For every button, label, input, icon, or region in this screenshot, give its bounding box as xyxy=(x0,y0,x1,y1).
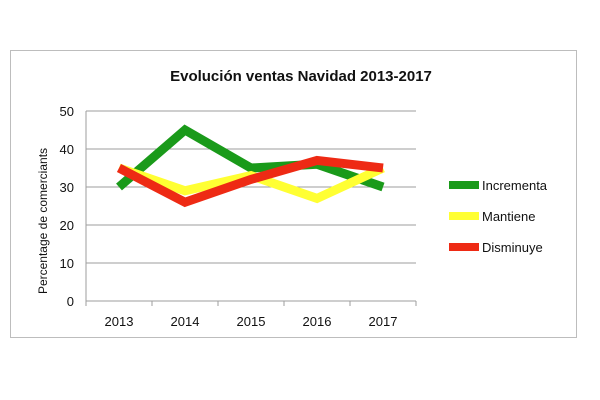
y-tick-label: 10 xyxy=(60,256,74,271)
y-tick-label: 0 xyxy=(67,294,74,309)
y-tick-label: 40 xyxy=(60,142,74,157)
grid xyxy=(85,110,417,306)
legend-label-incrementa: Incrementa xyxy=(482,178,548,193)
line-chart: Evolución ventas Navidad 2013-2017 Perce… xyxy=(36,68,548,329)
legend-label-disminuye: Disminuye xyxy=(482,240,543,255)
x-tick-label: 2017 xyxy=(369,314,398,329)
chart-title: Evolución ventas Navidad 2013-2017 xyxy=(170,68,432,85)
y-tick-label: 50 xyxy=(60,104,74,119)
chart-frame: Evolución ventas Navidad 2013-2017 Perce… xyxy=(10,50,577,338)
x-tick-label: 2016 xyxy=(303,314,332,329)
legend: Incrementa Mantiene Disminuye xyxy=(449,178,548,255)
y-axis-label: Percentage de comerciants xyxy=(36,148,50,294)
series-line-disminuye xyxy=(116,155,384,208)
x-tick-label: 2015 xyxy=(237,314,266,329)
y-axis-ticks: 0 10 20 30 40 50 xyxy=(60,104,74,309)
series-lines xyxy=(116,124,385,208)
y-tick-label: 20 xyxy=(60,218,74,233)
x-tick-label: 2013 xyxy=(105,314,134,329)
legend-label-mantiene: Mantiene xyxy=(482,209,535,224)
series-line-incrementa xyxy=(116,124,385,192)
x-tick-label: 2014 xyxy=(171,314,200,329)
y-tick-label: 30 xyxy=(60,180,74,195)
x-axis-ticks: 2013 2014 2015 2016 2017 xyxy=(105,314,398,329)
